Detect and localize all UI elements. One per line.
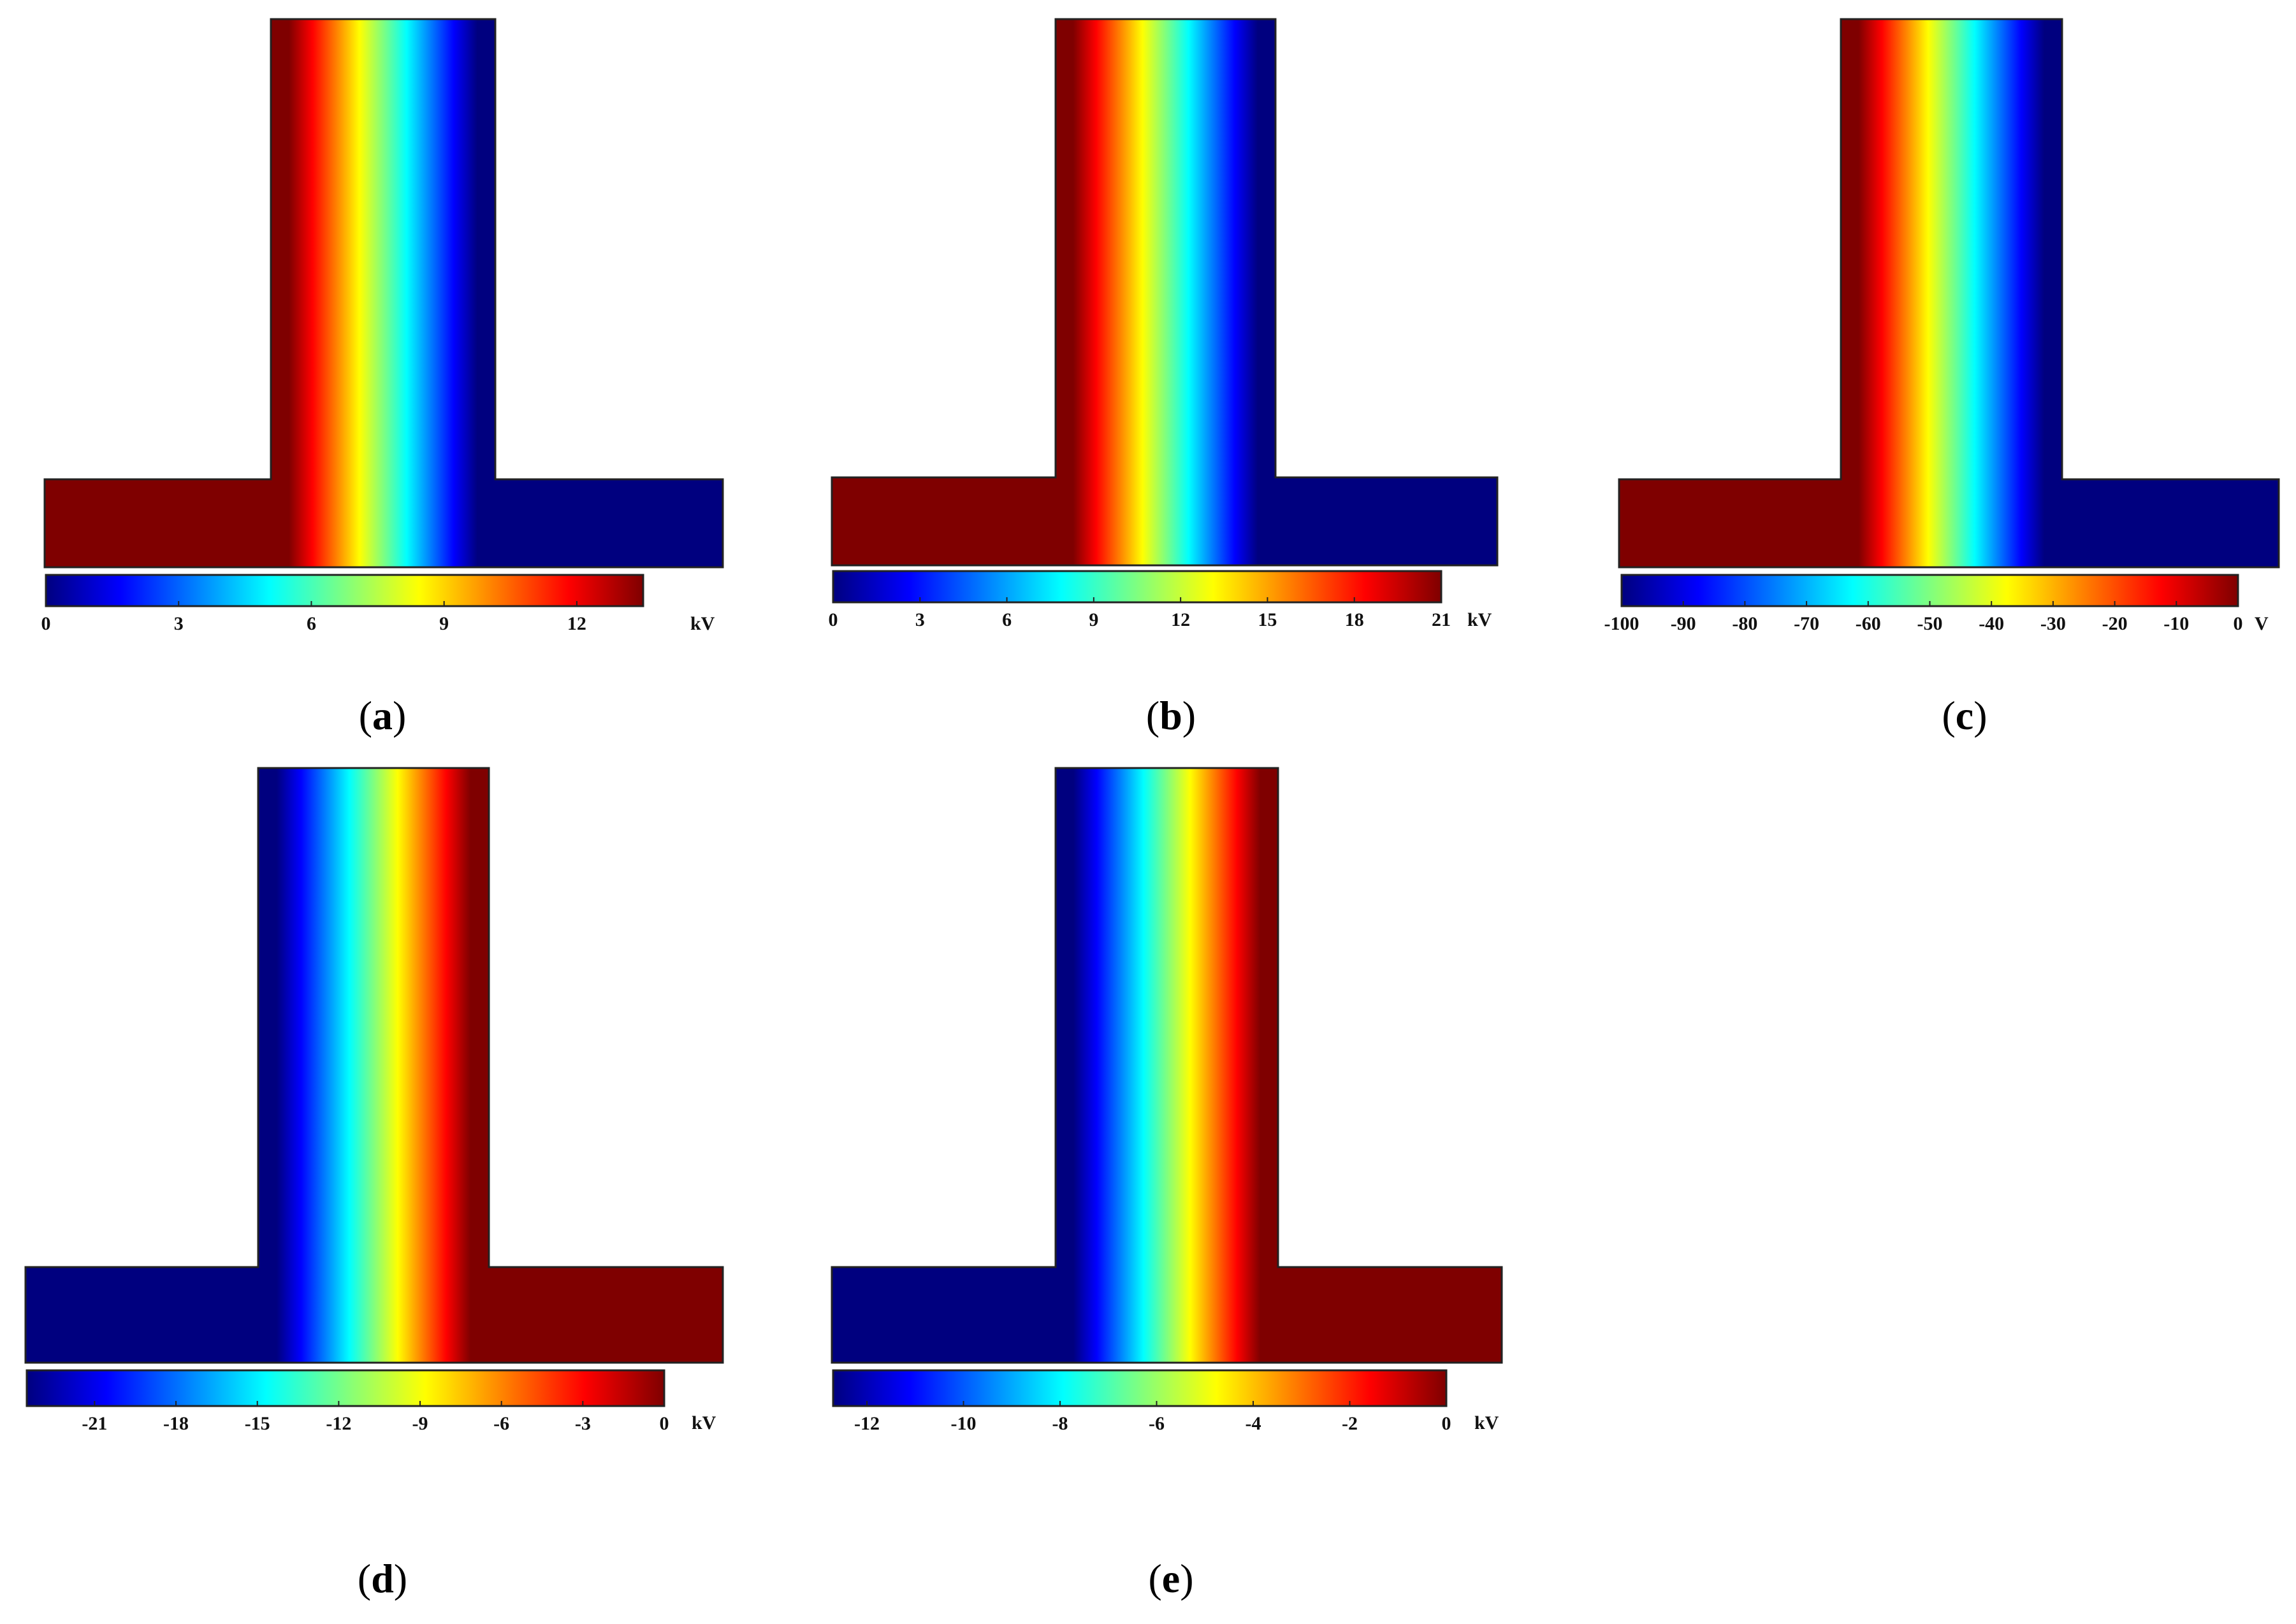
- panel-a-potential-field: [43, 18, 724, 569]
- panel-e-colorbar-unit: kV: [1474, 1412, 1499, 1433]
- panel-a-tick-label: 6: [307, 613, 316, 634]
- panel-a-tick-label: 3: [174, 613, 184, 634]
- panel-e-potential-field: [831, 767, 1503, 1364]
- panel-e-tick-label: -2: [1342, 1413, 1358, 1434]
- panel-d-potential-field: [24, 767, 724, 1364]
- panel-c-tick-label: -10: [2163, 613, 2189, 634]
- panel-c-colorbar-ticks: -100 -90 -80 -70 -60 -50 -40 -30 -20 -10 0: [1604, 601, 2243, 634]
- panel-d-tick-label: -18: [163, 1413, 189, 1434]
- panel-d-tick-label: -6: [493, 1413, 509, 1434]
- panel-c-potential-field: [1618, 18, 2280, 569]
- panel-d-tick-label: -15: [245, 1413, 270, 1434]
- panel-e-tick-label: -10: [951, 1413, 977, 1434]
- panel-b-tick-label: 9: [1089, 609, 1098, 630]
- panel-d-plot: -21 -18 -15 -12 -9 -6 -3 0 kV: [24, 767, 724, 1434]
- panel-d-colorbar: [25, 1369, 665, 1407]
- panel-a-plot: 0 3 6 9 12 kV: [41, 18, 724, 634]
- panel-b-tick-label: 0: [829, 609, 838, 630]
- panel-d-caption: (d): [357, 1556, 408, 1601]
- panel-b-caption-letter: b: [1159, 693, 1182, 738]
- panel-a-caption-letter: a: [372, 693, 393, 738]
- panel-b-tick-label: 18: [1345, 609, 1364, 630]
- panel-c-tick-label: -100: [1604, 613, 1639, 634]
- panel-a-colorbar: [45, 574, 644, 607]
- panel-b-tick-label: 3: [915, 609, 925, 630]
- panel-e-tick-label: -6: [1149, 1413, 1165, 1434]
- panel-c-tick-label: -70: [1794, 613, 1819, 634]
- panel-c-tick-label: -30: [2040, 613, 2066, 634]
- panel-b-potential-field: [831, 18, 1499, 567]
- panel-c-tick-label: -80: [1732, 613, 1757, 634]
- panel-c-colorbar-unit: V: [2255, 613, 2269, 634]
- panel-c-tick-label: -20: [2102, 613, 2128, 634]
- panel-c-tick-label: 0: [2234, 613, 2243, 634]
- panel-a-colorbar-ticks: 0 3 6 9 12: [41, 601, 586, 634]
- panel-b-tick-label: 15: [1258, 609, 1277, 630]
- panel-d-colorbar-unit: kV: [692, 1412, 716, 1433]
- panel-c: -100 -90 -80 -70 -60 -50 -40 -30 -20 -10 0 V: [0, 0, 2296, 765]
- panel-a: 0 3 6 9 12 kV: [0, 0, 765, 765]
- panel-d-tick-label: -12: [326, 1413, 351, 1434]
- panel-e-tick-label: -4: [1246, 1413, 1261, 1434]
- panel-c-tick-label: -90: [1671, 613, 1696, 634]
- panel-b: 0 3 6 9 12 15 18 21 kV: [0, 0, 1530, 765]
- panel-b-tick-label: 6: [1002, 609, 1012, 630]
- panel-b-tick-label: 21: [1432, 609, 1451, 630]
- panel-d: -21 -18 -15 -12 -9 -6 -3 0 kV: [0, 0, 765, 1624]
- panel-d-tick-label: -9: [412, 1413, 428, 1434]
- panel-c-tick-label: -60: [1856, 613, 1881, 634]
- panel-e-caption: (e): [1148, 1556, 1194, 1601]
- panel-b-colorbar-unit: kV: [1467, 609, 1492, 630]
- panel-e: -12 -10 -8 -6 -4 -2 0 kV: [831, 767, 1503, 1434]
- panel-d-tick-label: 0: [660, 1413, 669, 1434]
- panel-e-colorbar: [832, 1369, 1448, 1407]
- panel-b-tick-label: 12: [1171, 609, 1190, 630]
- panel-b-plot: 0 3 6 9 12 15 18 21 kV: [829, 18, 1499, 630]
- panel-a-colorbar-unit: kV: [690, 613, 715, 634]
- panel-e-caption-letter: e: [1161, 1556, 1181, 1601]
- panel-a-tick-label: 12: [567, 613, 586, 634]
- panel-e-tick-label: 0: [1442, 1413, 1451, 1434]
- panel-c-tick-label: -40: [1979, 613, 2004, 634]
- panel-d-tick-label: -3: [575, 1413, 591, 1434]
- panel-b-colorbar-ticks: 0 3 6 9 12 15 18 21: [829, 597, 1451, 630]
- panel-d-caption-letter: d: [371, 1556, 394, 1601]
- panel-b-colorbar: [832, 570, 1442, 604]
- panel-a-caption: (a): [358, 693, 407, 738]
- panel-e-colorbar-ticks: -12 -10 -8 -6 -4 -2 0: [854, 1401, 1451, 1434]
- panel-e-plot: -12 -10 -8 -6 -4 -2 0 kV: [831, 767, 1503, 1434]
- panel-c-plot: -100 -90 -80 -70 -60 -50 -40 -30 -20 -10 0 V: [1604, 18, 2280, 634]
- panel-b-caption: (b): [1145, 693, 1196, 738]
- panel-d-colorbar-ticks: -21 -18 -15 -12 -9 -6 -3 0: [82, 1401, 669, 1434]
- panel-d-tick-label: -21: [82, 1413, 107, 1434]
- panel-e-tick-label: -12: [854, 1413, 880, 1434]
- panel-c-caption: (c): [1942, 693, 1987, 738]
- panel-a-tick-label: 9: [439, 613, 449, 634]
- panel-c-caption-letter: c: [1955, 693, 1974, 738]
- panel-c-tick-label: -50: [1917, 613, 1943, 634]
- panel-e-tick-label: -8: [1052, 1413, 1068, 1434]
- panel-a-tick-label: 0: [41, 613, 51, 634]
